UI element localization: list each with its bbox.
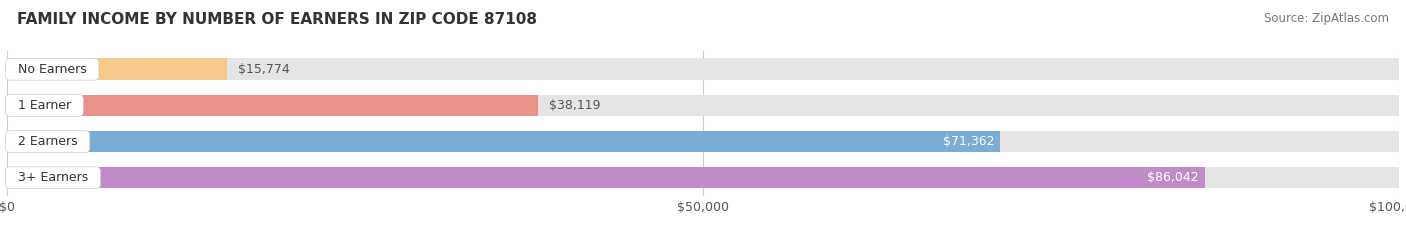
Bar: [7, 58, 1399, 80]
Text: $86,042: $86,042: [1147, 171, 1199, 184]
Bar: [7, 167, 1399, 188]
Bar: [7, 167, 1205, 188]
Text: 3+ Earners: 3+ Earners: [10, 171, 96, 184]
Bar: [7, 58, 226, 80]
Text: $38,119: $38,119: [548, 99, 600, 112]
Text: FAMILY INCOME BY NUMBER OF EARNERS IN ZIP CODE 87108: FAMILY INCOME BY NUMBER OF EARNERS IN ZI…: [17, 12, 537, 27]
Text: 1 Earner: 1 Earner: [10, 99, 79, 112]
Bar: [7, 95, 1399, 116]
Text: $15,774: $15,774: [238, 63, 290, 76]
Text: Source: ZipAtlas.com: Source: ZipAtlas.com: [1264, 12, 1389, 25]
Bar: [7, 131, 1000, 152]
Bar: [7, 131, 1399, 152]
Text: $71,362: $71,362: [943, 135, 995, 148]
Bar: [7, 95, 537, 116]
Text: 2 Earners: 2 Earners: [10, 135, 86, 148]
Text: No Earners: No Earners: [10, 63, 94, 76]
